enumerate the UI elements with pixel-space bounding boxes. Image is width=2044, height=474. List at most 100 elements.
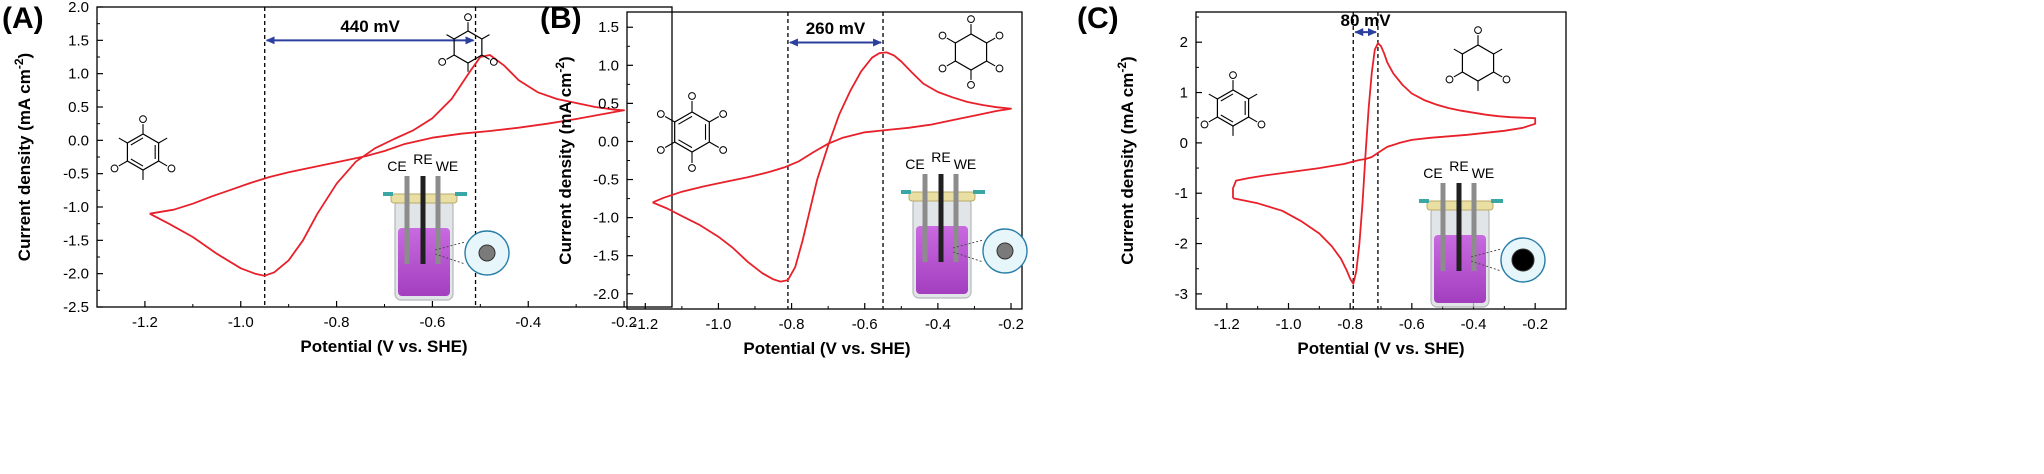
ring-bond	[453, 30, 483, 64]
molecule-structure	[1445, 26, 1511, 91]
ring-bond	[126, 133, 160, 171]
x-tick-label: -0.6	[419, 314, 445, 331]
zoom-guide-line	[952, 251, 984, 263]
oxygen-atom	[719, 146, 728, 154]
oxygen-atom	[1502, 75, 1511, 84]
oxygen-atom	[489, 58, 498, 66]
substituent-bond	[986, 37, 996, 44]
y-tick-label: -1.0	[63, 199, 89, 216]
electrochemical-cell-icon: CE RE WE	[1419, 158, 1546, 308]
y-tick-label: -1	[1175, 185, 1188, 202]
reference-electrode	[420, 176, 426, 264]
electrode-label-we: WE	[1472, 165, 1495, 181]
molecule-structure	[110, 115, 176, 180]
electrode-label-we: WE	[436, 158, 459, 174]
cv-curve	[652, 51, 1012, 283]
oxygen-atom	[719, 110, 728, 118]
oxygen-atom	[1200, 120, 1209, 129]
y-tick-label: 2.0	[68, 0, 89, 16]
oxygen-atom	[1445, 75, 1454, 84]
x-tick-label: -1.0	[1276, 316, 1302, 333]
electrode-disc	[996, 242, 1014, 260]
substituent-bond	[986, 60, 996, 67]
zoom-guide-line	[1470, 260, 1502, 272]
substituent-bond	[1248, 116, 1258, 123]
x-tick-label: -0.4	[925, 316, 951, 333]
oxygen-atom	[688, 164, 696, 172]
panel-label: (C)	[1077, 2, 1119, 35]
substituent-bond	[118, 137, 128, 144]
x-tick-label: -1.2	[1214, 316, 1240, 333]
ring-bond	[674, 111, 710, 153]
peak-separation-label: 260 mV	[806, 19, 866, 38]
zoom-guide-line	[952, 239, 984, 249]
x-tick-label: -1.0	[228, 314, 254, 331]
y-tick-label: 1.5	[68, 32, 89, 49]
electrode-label-re: RE	[1449, 158, 1468, 174]
substituent-bond	[664, 141, 675, 148]
ring-double-bond	[678, 115, 693, 125]
y-tick-label: 1	[1180, 85, 1188, 102]
y-tick-label: -0.5	[63, 166, 89, 183]
x-tick-label: -0.2	[611, 314, 637, 331]
oxygen-atom	[167, 164, 176, 173]
panel-b: (B) -1.2 -1.0 -0.8 -0.6 -0.4 -0.2 -2.0 -1.5 -1.0 -…	[540, 2, 1028, 358]
y-tick-label: -1.5	[593, 248, 619, 265]
substituent-bond	[158, 137, 168, 144]
y-tick-label: -0.5	[593, 172, 619, 189]
y-tick-label: -2.5	[63, 299, 89, 316]
y-tick-label: -2.0	[593, 286, 619, 303]
counter-electrode	[404, 176, 410, 264]
y-tick-label: 0.5	[598, 95, 619, 112]
electrochemical-cell-icon: CE RE WE	[383, 151, 510, 301]
x-tick-label: -0.2	[1522, 316, 1548, 333]
x-axis-title: Potential (V vs. SHE)	[1297, 339, 1464, 358]
y-tick-label: 1.5	[598, 19, 619, 36]
x-tick-label: -0.4	[515, 314, 541, 331]
clip-right	[1491, 199, 1503, 203]
substituent-bond	[158, 160, 168, 167]
molecule-structure	[438, 13, 498, 72]
x-tick-label: -1.2	[632, 316, 658, 333]
substituent-bond	[1208, 93, 1218, 100]
ring-double-bond	[130, 158, 144, 167]
ring-double-bond	[1220, 93, 1234, 102]
substituent-bond	[1248, 93, 1258, 100]
electrochemical-cell-icon: CE RE WE	[901, 149, 1028, 299]
substituent-bond	[709, 116, 720, 123]
x-tick-label: -1.0	[706, 316, 732, 333]
substituent-bond	[118, 160, 128, 167]
y-tick-label: -3	[1175, 286, 1188, 303]
oxygen-atom	[967, 81, 975, 89]
x-tick-label: -0.6	[852, 316, 878, 333]
oxygen-atom	[110, 164, 119, 173]
substituent-bond	[446, 34, 455, 40]
oxygen-atom	[995, 64, 1004, 73]
substituent-bond	[1493, 48, 1503, 55]
ring-double-bond	[678, 139, 693, 149]
y-tick-label: 0	[1180, 135, 1188, 152]
oxygen-atom	[1474, 26, 1482, 35]
oxygen-atom	[438, 58, 447, 66]
electrode-label-ce: CE	[905, 156, 924, 172]
panel-label: (A)	[2, 2, 44, 35]
panel-a: (A) -1.2 -1.0 -0.8 -0.6 -0.4 -0.2 -2.5 -2.0 -1.5 -…	[2, 0, 673, 356]
y-axis-title: Current density (mA cm-2)	[1115, 56, 1137, 264]
y-tick-label: 1.0	[598, 57, 619, 74]
electrode-label-re: RE	[931, 149, 950, 165]
peak-separation-label: 440 mV	[340, 17, 400, 36]
clip-right	[455, 192, 467, 196]
clip-left	[901, 190, 911, 194]
y-tick-label: 1.0	[68, 66, 89, 83]
y-axis-title: Current density (mA cm-2)	[553, 56, 575, 264]
y-tick-label: -1.5	[63, 232, 89, 249]
working-electrode	[1471, 183, 1477, 271]
reference-electrode	[1456, 183, 1462, 271]
working-electrode	[435, 176, 441, 264]
substituent-bond	[481, 34, 490, 40]
oxygen-atom	[1229, 71, 1237, 79]
y-axis-title: Current density (mA cm-2)	[12, 53, 34, 261]
oxygen-atom	[938, 31, 947, 40]
x-tick-label: -0.4	[1461, 316, 1487, 333]
